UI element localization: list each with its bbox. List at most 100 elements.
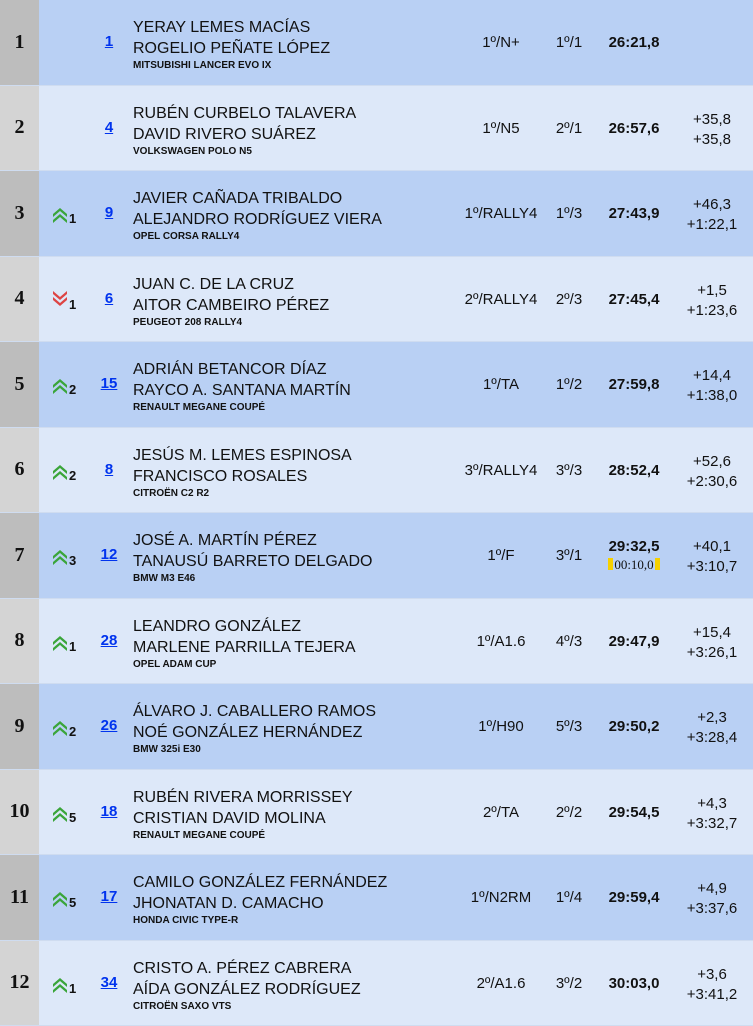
car-model: CITROËN SAXO VTS xyxy=(133,1000,361,1014)
car-number-link[interactable]: 1 xyxy=(91,33,127,50)
driver-name: ÁLVARO J. CABALLERO RAMOS xyxy=(133,701,376,722)
stage-time: 28:52,4 xyxy=(594,462,674,479)
double-chevron-up-icon xyxy=(51,547,69,568)
double-chevron-up-icon xyxy=(51,889,69,910)
position: 4 xyxy=(0,257,39,342)
gap-previous: +4,9 xyxy=(677,879,747,899)
car-model: PEUGEOT 208 RALLY4 xyxy=(133,316,329,330)
driver-name: JUAN C. DE LA CRUZ xyxy=(133,274,329,295)
double-chevron-up-icon xyxy=(51,804,69,825)
position: 7 xyxy=(0,513,39,598)
codriver-name: MARLENE PARRILLA TEJERA xyxy=(133,637,356,658)
time-value: 29:32,5 xyxy=(609,538,660,555)
car-number-link[interactable]: 4 xyxy=(91,119,127,136)
car-number-link[interactable]: 9 xyxy=(91,204,127,221)
position: 8 xyxy=(0,599,39,684)
class-position: 2º/RALLY4 xyxy=(451,291,551,308)
gap-previous: +40,1 xyxy=(677,537,747,557)
gap-previous: +46,3 xyxy=(677,195,747,215)
gap-leader: +3:26,1 xyxy=(677,643,747,663)
codriver-name: AITOR CAMBEIRO PÉREZ xyxy=(133,295,329,316)
class-position: 1º/TA xyxy=(451,376,551,393)
position-change-indicator: 2 xyxy=(51,376,76,397)
driver-name: RUBÉN RIVERA MORRISSEY xyxy=(133,787,353,808)
car-number-link[interactable]: 28 xyxy=(91,632,127,649)
car-number-link[interactable]: 18 xyxy=(91,803,127,820)
stage-time: 27:59,8 xyxy=(594,376,674,393)
position: 6 xyxy=(0,428,39,513)
car-number-link[interactable]: 6 xyxy=(91,290,127,307)
driver-name: CAMILO GONZÁLEZ FERNÁNDEZ xyxy=(133,872,387,893)
group-position: 3º/3 xyxy=(539,462,599,479)
car-model: MITSUBISHI LANCER EVO IX xyxy=(133,59,330,73)
position: 1 xyxy=(0,0,39,85)
time-value: 28:52,4 xyxy=(609,462,660,479)
penalty-time: 00:10,0 xyxy=(594,557,674,573)
position: 12 xyxy=(0,941,39,1026)
driver-name: JOSÉ A. MARTÍN PÉREZ xyxy=(133,530,372,551)
gap-leader: +1:22,1 xyxy=(677,215,747,235)
time-value: 27:45,4 xyxy=(609,291,660,308)
gap-leader: +3:10,7 xyxy=(677,557,747,577)
group-position: 3º/2 xyxy=(539,975,599,992)
class-position: 1º/N+ xyxy=(451,34,551,51)
time-value: 30:03,0 xyxy=(609,975,660,992)
stage-time: 26:21,8 xyxy=(594,34,674,51)
position-change-indicator: 5 xyxy=(51,804,76,825)
car-number-link[interactable]: 12 xyxy=(91,546,127,563)
table-row: 1 1 YERAY LEMES MACÍAS ROGELIO PEÑATE LÓ… xyxy=(0,0,753,86)
table-row: 11 5 17 CAMILO GONZÁLEZ FERNÁNDEZ JHONAT… xyxy=(0,855,753,941)
position-change: 1 xyxy=(69,981,76,996)
time-value: 27:59,8 xyxy=(609,376,660,393)
class-position: 1º/RALLY4 xyxy=(451,205,551,222)
gap-leader: +3:28,4 xyxy=(677,728,747,748)
stage-time: 27:43,9 xyxy=(594,205,674,222)
gap-previous: +14,4 xyxy=(677,366,747,386)
gap-leader: +1:23,6 xyxy=(677,301,747,321)
gap-leader: +1:38,0 xyxy=(677,386,747,406)
double-chevron-down-icon xyxy=(51,291,69,312)
position-change-indicator: 1 xyxy=(51,291,76,312)
table-row: 2 4 RUBÉN CURBELO TALAVERA DAVID RIVERO … xyxy=(0,86,753,172)
table-row: 6 2 8 JESÚS M. LEMES ESPINOSA FRANCISCO … xyxy=(0,428,753,514)
car-model: BMW M3 E46 xyxy=(133,572,372,586)
gap-previous: +3,6 xyxy=(677,965,747,985)
position-change: 3 xyxy=(69,553,76,568)
codriver-name: NOÉ GONZÁLEZ HERNÁNDEZ xyxy=(133,722,376,743)
position-change: 1 xyxy=(69,639,76,654)
position-change: 5 xyxy=(69,895,76,910)
stage-time: 29:32,5 00:10,0 xyxy=(594,538,674,573)
car-model: RENAULT MEGANE COUPÉ xyxy=(133,829,353,843)
driver-name: CRISTO A. PÉREZ CABRERA xyxy=(133,958,361,979)
table-row: 7 3 12 JOSÉ A. MARTÍN PÉREZ TANAUSÚ BARR… xyxy=(0,513,753,599)
car-number-link[interactable]: 34 xyxy=(91,974,127,991)
car-number-link[interactable]: 17 xyxy=(91,888,127,905)
car-number-link[interactable]: 26 xyxy=(91,717,127,734)
gap-leader: +3:37,6 xyxy=(677,899,747,919)
gap-previous: +35,8 xyxy=(677,110,747,130)
group-position: 4º/3 xyxy=(539,633,599,650)
time-value: 29:59,4 xyxy=(609,889,660,906)
stage-time: 26:57,6 xyxy=(594,120,674,137)
codriver-name: FRANCISCO ROSALES xyxy=(133,466,352,487)
time-value: 29:47,9 xyxy=(609,633,660,650)
position-change-indicator: 1 xyxy=(51,205,76,226)
group-position: 3º/1 xyxy=(539,547,599,564)
car-number-link[interactable]: 8 xyxy=(91,461,127,478)
group-position: 1º/4 xyxy=(539,889,599,906)
stage-time: 29:50,2 xyxy=(594,718,674,735)
class-position: 1º/F xyxy=(451,547,551,564)
class-position: 2º/TA xyxy=(451,804,551,821)
position: 9 xyxy=(0,684,39,769)
gap-leader: +3:32,7 xyxy=(677,814,747,834)
double-chevron-up-icon xyxy=(51,633,69,654)
codriver-name: DAVID RIVERO SUÁREZ xyxy=(133,124,356,145)
stage-time: 29:47,9 xyxy=(594,633,674,650)
table-row: 10 5 18 RUBÉN RIVERA MORRISSEY CRISTIAN … xyxy=(0,770,753,856)
car-number-link[interactable]: 15 xyxy=(91,375,127,392)
stage-time: 30:03,0 xyxy=(594,975,674,992)
codriver-name: TANAUSÚ BARRETO DELGADO xyxy=(133,551,372,572)
car-model: RENAULT MEGANE COUPÉ xyxy=(133,401,351,415)
table-row: 9 2 26 ÁLVARO J. CABALLERO RAMOS NOÉ GON… xyxy=(0,684,753,770)
